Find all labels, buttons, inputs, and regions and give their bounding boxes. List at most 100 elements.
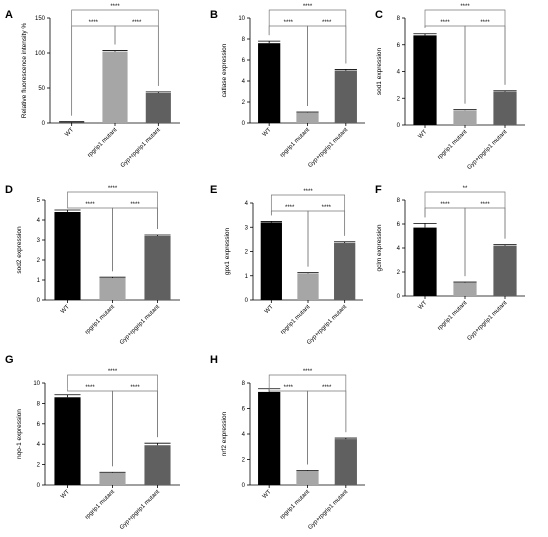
significance-label: **** bbox=[480, 202, 490, 208]
category-label: Gyp+rpgrip1 mutant bbox=[119, 304, 161, 346]
significance-label: **** bbox=[322, 205, 332, 211]
bar-1 bbox=[54, 397, 81, 485]
category-label: rpgrip1 mutant bbox=[84, 489, 116, 521]
significance-label: **** bbox=[322, 20, 332, 26]
y-tick-label: 150 bbox=[35, 16, 46, 22]
y-axis-title: nrf2 expression bbox=[221, 411, 228, 456]
significance-label: **** bbox=[89, 20, 99, 26]
y-tick-label: 50 bbox=[38, 86, 45, 92]
panel-h: H 0 2 4 6 8 nrf2 expression WT rpgrip1 mutantGyp… bbox=[210, 354, 365, 531]
y-tick-label: 6 bbox=[37, 422, 41, 428]
panel-letter: F bbox=[375, 184, 382, 196]
significance-label: **** bbox=[85, 385, 95, 391]
y-tick-label: 4 bbox=[397, 246, 401, 252]
y-tick-label: 4 bbox=[242, 432, 246, 438]
bar-3 bbox=[334, 243, 356, 300]
bar-2 bbox=[297, 273, 319, 300]
bar-3 bbox=[144, 445, 171, 485]
y-tick-label: 0 bbox=[397, 123, 401, 129]
y-axis-title: gclm expression bbox=[376, 224, 383, 271]
significance-label: **** bbox=[440, 202, 450, 208]
y-tick-label: 0 bbox=[37, 483, 41, 489]
y-tick-label: 2 bbox=[37, 463, 41, 469]
significance-bracket bbox=[307, 210, 346, 267]
category-label: rpgrip1 mutant bbox=[87, 127, 119, 159]
y-tick-label: 3 bbox=[245, 225, 249, 231]
significance-label: **** bbox=[132, 20, 142, 26]
panel-f: F 0 2 4 6 8 gclm expression WT rpgrip1 mutantGyp… bbox=[375, 184, 525, 342]
category-label: Gyp+rpgrip1 mutant bbox=[120, 127, 162, 169]
bar-2 bbox=[453, 110, 477, 125]
category-label: WT bbox=[60, 489, 71, 500]
y-tick-label: 2 bbox=[245, 250, 249, 256]
bar-1 bbox=[260, 222, 282, 300]
y-tick-label: 2 bbox=[37, 258, 41, 264]
category-label: rpgrip1 mutant bbox=[279, 127, 311, 159]
significance-bracket bbox=[464, 25, 506, 104]
y-axis-title: gpx1 expression bbox=[224, 227, 231, 275]
bar-3 bbox=[144, 236, 171, 300]
significance-bracket bbox=[307, 25, 347, 106]
significance-label: **** bbox=[460, 4, 470, 10]
significance-label: ** bbox=[463, 186, 468, 192]
y-axis-title: sod1 expression bbox=[376, 47, 383, 95]
category-label: rpgrip1 mutant bbox=[279, 489, 311, 521]
y-tick-label: 0 bbox=[242, 121, 246, 127]
bar-2 bbox=[453, 282, 477, 296]
significance-label: **** bbox=[322, 385, 332, 391]
y-tick-label: 6 bbox=[242, 58, 246, 64]
significance-label: **** bbox=[284, 20, 294, 26]
bar-2 bbox=[296, 470, 319, 485]
bar-2 bbox=[99, 278, 126, 300]
y-axis-title: sod2 expression bbox=[16, 226, 23, 274]
bar-2 bbox=[99, 472, 126, 485]
panel-letter: B bbox=[210, 9, 218, 21]
panel-a: A 0 50 100 150 Relative fluorescence intensit… bbox=[5, 4, 180, 169]
y-tick-label: 1 bbox=[245, 274, 249, 280]
panel-c: C 0 2 4 6 8 sod1 expression WT rpgrip1 mutantGyp… bbox=[375, 4, 525, 171]
panel-g: G 0 2 4 6 8 10 nqo-1 expression WT rpgrip1 mutant… bbox=[5, 354, 180, 531]
bar-1 bbox=[59, 122, 85, 123]
y-axis-title: nqo-1 expression bbox=[16, 409, 23, 459]
significance-label: **** bbox=[303, 189, 313, 195]
significance-label: **** bbox=[130, 385, 140, 391]
significance-label: **** bbox=[110, 4, 120, 10]
category-label: Gyp+rpgrip1 mutant bbox=[307, 127, 349, 169]
y-tick-label: 0 bbox=[42, 121, 46, 127]
category-label: Gyp+rpgrip1 mutant bbox=[119, 489, 161, 531]
panel-letter: A bbox=[5, 9, 13, 21]
significance-bracket bbox=[464, 207, 506, 277]
bar-1 bbox=[54, 212, 81, 300]
bar-3 bbox=[493, 91, 517, 125]
significance-label: **** bbox=[284, 385, 294, 391]
panel-letter: C bbox=[375, 9, 383, 21]
y-tick-label: 4 bbox=[242, 79, 246, 85]
bar-3 bbox=[334, 70, 357, 123]
category-label: WT bbox=[64, 127, 75, 138]
y-tick-label: 0 bbox=[397, 294, 401, 300]
panel-d: D 0 1 2 3 4 5 sod2 expression WT rpgrip1 mutant Gy… bbox=[5, 184, 180, 346]
significance-label: **** bbox=[303, 4, 313, 10]
bar-3 bbox=[145, 92, 171, 123]
y-tick-label: 2 bbox=[397, 96, 401, 102]
y-tick-label: 0 bbox=[245, 298, 249, 304]
y-tick-label: 6 bbox=[242, 407, 246, 413]
bar-1 bbox=[413, 227, 437, 296]
category-label: Gyp+rpgrip1 mutant bbox=[306, 304, 348, 346]
panel-e: E 0 1 2 3 4 gpx1 expression WT rpgrip1 mutantGyp… bbox=[210, 184, 363, 346]
significance-bracket bbox=[112, 207, 158, 272]
significance-label: **** bbox=[108, 186, 118, 192]
y-tick-label: 6 bbox=[397, 222, 401, 228]
significance-label: **** bbox=[108, 369, 118, 375]
y-tick-label: 2 bbox=[242, 458, 246, 464]
y-tick-label: 8 bbox=[397, 198, 401, 204]
significance-label: **** bbox=[440, 20, 450, 26]
y-tick-label: 100 bbox=[35, 51, 46, 57]
significance-bracket bbox=[112, 390, 158, 467]
category-label: rpgrip1 mutant bbox=[280, 304, 312, 336]
y-tick-label: 6 bbox=[397, 43, 401, 49]
significance-label: **** bbox=[130, 202, 140, 208]
category-label: Gyp+rpgrip1 mutant bbox=[307, 489, 349, 531]
panel-letter: H bbox=[210, 354, 218, 366]
category-label: WT bbox=[262, 489, 273, 500]
